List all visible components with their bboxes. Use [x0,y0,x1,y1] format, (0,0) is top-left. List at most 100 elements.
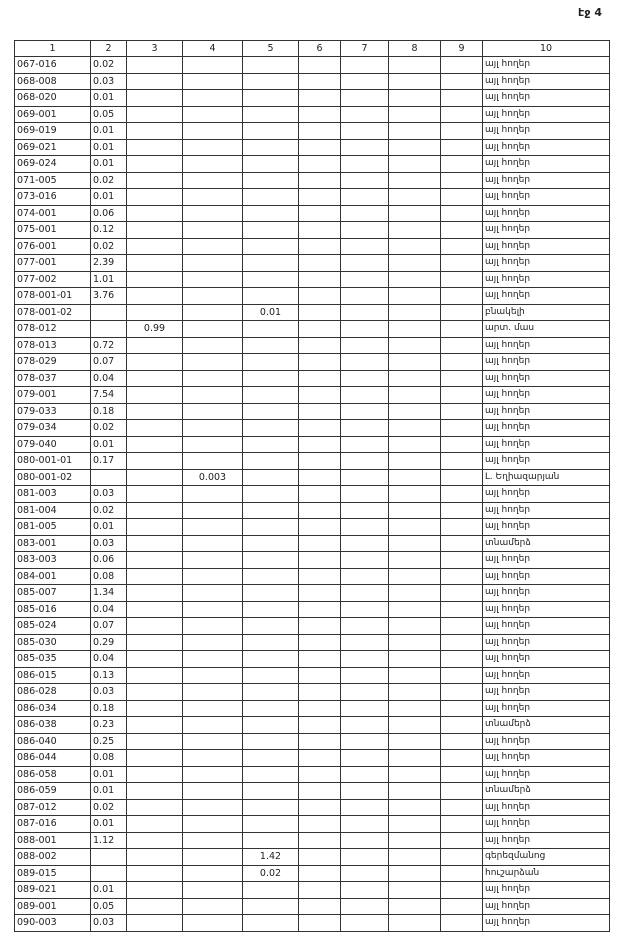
empty-cell [182,72,243,90]
empty-cell [242,501,299,519]
empty-cell [182,254,243,272]
empty-cell [440,138,483,156]
table-row: 083-003 0.06 այլ հողեր [14,551,610,569]
cell: 0.05 [90,105,127,123]
empty-cell [440,765,483,783]
cell: 1.34 [90,584,127,602]
empty-cell [440,320,483,338]
cell: 068-008 [14,72,91,90]
table-row: 081-005 0.01 այլ հողեր [14,518,610,536]
empty-cell [388,188,441,206]
cell: 0.25 [90,732,127,750]
cell: 085-035 [14,650,91,668]
table-row: 090-003 0.03 այլ հողեր [14,914,610,932]
empty-cell [182,551,243,569]
empty-cell [298,534,341,552]
empty-cell [298,221,341,239]
cell: այլ հողեր [482,765,610,783]
empty-cell [126,848,183,866]
empty-cell [440,353,483,371]
empty-cell [182,864,243,882]
empty-cell [126,452,183,470]
empty-cell [242,419,299,437]
cell: 0.18 [90,699,127,717]
table-row: 088-001 1.12 այլ հողեր [14,831,610,849]
empty-cell [298,155,341,173]
empty-cell [242,485,299,503]
cell: այլ հողեր [482,551,610,569]
empty-cell [340,89,389,107]
empty-cell [242,600,299,618]
cell: 089-001 [14,897,91,915]
cell: այլ հողեր [482,254,610,272]
empty-cell [340,732,389,750]
table-row: 069-024 0.01 այլ հողեր [14,155,610,173]
column-header: 2 [90,40,127,57]
empty-cell [298,270,341,288]
cell: 0.29 [90,633,127,651]
empty-cell [340,72,389,90]
cell: տնամերձ [482,716,610,734]
empty-cell [440,402,483,420]
table-row: 085-016 0.04 այլ հողեր [14,600,610,618]
empty-cell [440,452,483,470]
empty-cell [388,369,441,387]
empty-cell [298,254,341,272]
empty-cell [340,254,389,272]
cell: այլ հողեր [482,270,610,288]
cell: 0.02 [90,56,127,74]
cell: 1.12 [90,831,127,849]
empty-cell [126,89,183,107]
cell: 079-034 [14,419,91,437]
empty-cell [440,89,483,107]
empty-cell [340,468,389,486]
column-header: 5 [242,40,299,57]
cell: այլ հողեր [482,617,610,635]
table-row: 089-021 0.01 այլ հողեր [14,881,610,899]
empty-cell [298,72,341,90]
empty-cell [182,204,243,222]
cell: այլ հողեր [482,452,610,470]
cell: այլ հողեր [482,914,610,932]
empty-cell [340,831,389,849]
empty-cell [298,600,341,618]
empty-cell [298,831,341,849]
table-row: 084-001 0.08 այլ հողեր [14,567,610,585]
cell: 086-040 [14,732,91,750]
empty-cell [242,237,299,255]
column-header: 8 [388,40,441,57]
empty-cell [182,419,243,437]
empty-cell [298,171,341,189]
empty-cell [242,782,299,800]
cell: 0.01 [90,188,127,206]
empty-cell [388,122,441,140]
empty-cell [340,897,389,915]
empty-cell [298,303,341,321]
empty-cell [182,732,243,750]
empty-cell [440,567,483,585]
empty-cell [126,56,183,74]
empty-cell [440,369,483,387]
empty-cell [182,138,243,156]
empty-cell [340,303,389,321]
table-row: 069-021 0.01 այլ հողեր [14,138,610,156]
cell: 078-001-01 [14,287,91,305]
empty-cell [126,716,183,734]
table-row: 079-034 0.02 այլ հողեր [14,419,610,437]
cell: այլ հողեր [482,584,610,602]
cell: 0.05 [90,897,127,915]
cell: 0.01 [90,782,127,800]
cell: 0.01 [90,881,127,899]
empty-cell [388,881,441,899]
table-row: 086-044 0.08 այլ հողեր [14,749,610,767]
empty-cell [340,386,389,404]
empty-cell [182,105,243,123]
empty-cell [388,650,441,668]
empty-cell [440,600,483,618]
empty-cell [242,336,299,354]
table-row: 078-001-02 0.01 բնակելի [14,303,610,321]
empty-cell [182,501,243,519]
empty-cell [90,303,127,321]
cell: 0.03 [90,683,127,701]
empty-cell [242,798,299,816]
